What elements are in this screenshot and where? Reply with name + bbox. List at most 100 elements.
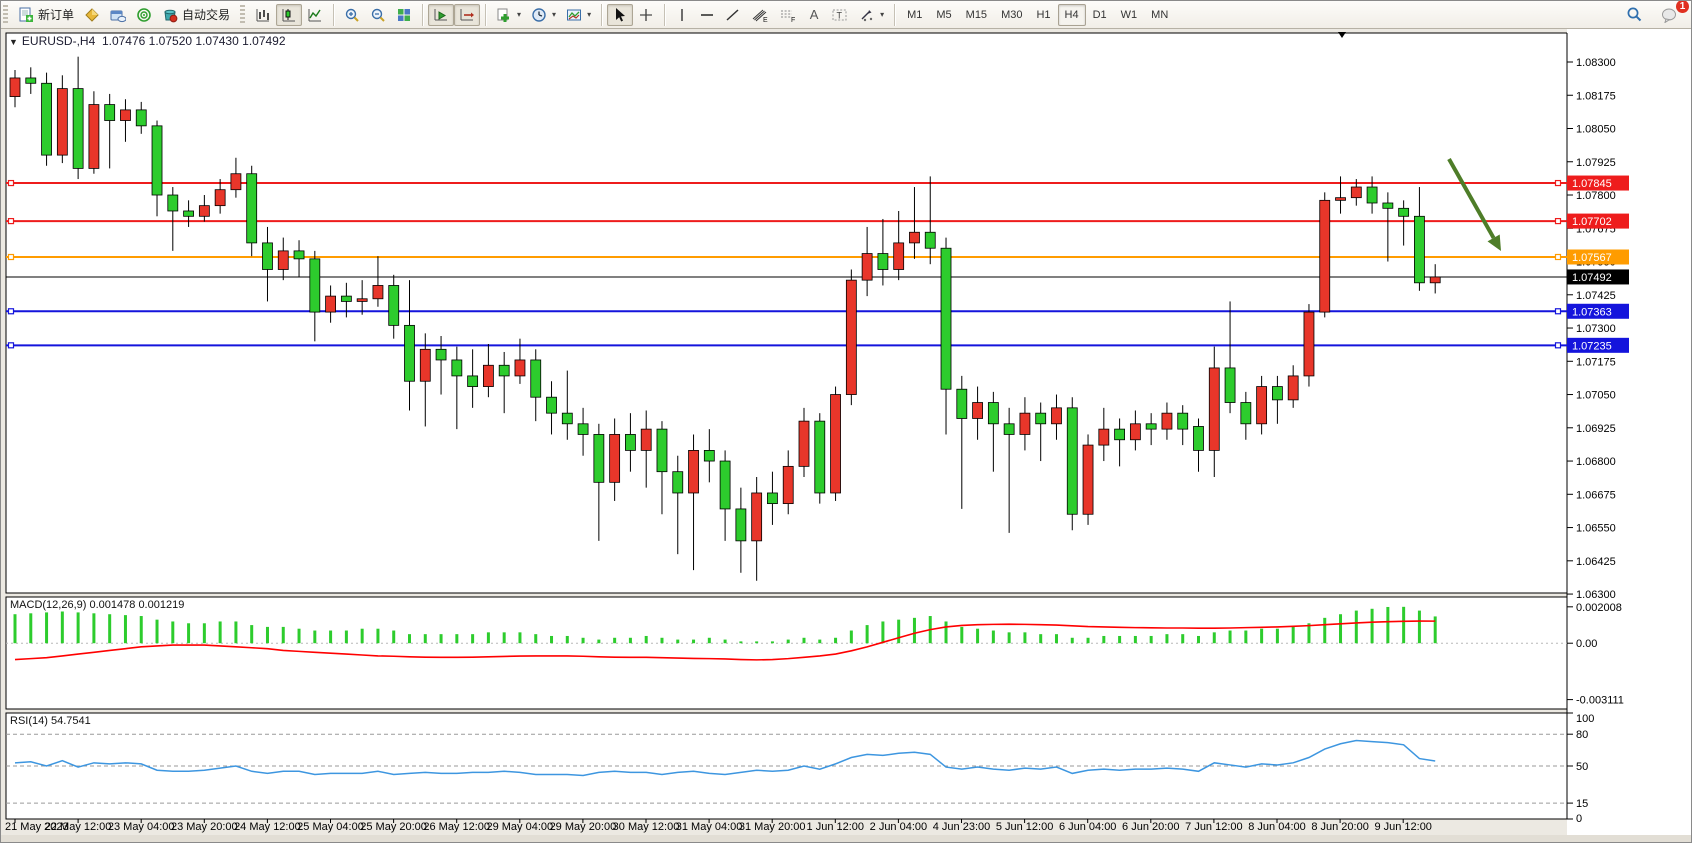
candle[interactable] [151, 125, 163, 196]
candle[interactable] [1319, 199, 1331, 313]
candle[interactable] [861, 253, 873, 281]
candle[interactable] [1208, 367, 1220, 451]
candle[interactable] [72, 88, 84, 169]
line-handle[interactable] [7, 342, 15, 349]
candle[interactable] [1114, 428, 1125, 441]
timeframe-m1[interactable]: M1 [907, 8, 923, 21]
candle[interactable] [688, 450, 699, 494]
search-button[interactable] [1621, 4, 1648, 26]
bottom-scroll-strip[interactable] [1, 835, 1692, 843]
candle[interactable] [625, 434, 636, 451]
candle[interactable] [25, 77, 37, 84]
candle[interactable] [419, 348, 431, 382]
chart-shift-button[interactable] [454, 3, 481, 26]
line-handle[interactable] [7, 308, 15, 315]
candle[interactable] [451, 359, 463, 377]
candle[interactable] [1145, 423, 1157, 430]
equidistant-channel-button[interactable]: E [746, 4, 774, 26]
candle[interactable] [877, 253, 889, 270]
candle[interactable] [1019, 412, 1031, 435]
candle[interactable] [1382, 202, 1394, 209]
fibonacci-button[interactable]: F [774, 4, 802, 26]
candle[interactable] [814, 420, 826, 494]
candle[interactable] [1035, 412, 1047, 425]
line-handle[interactable] [1554, 308, 1562, 315]
candle[interactable] [214, 189, 226, 207]
price-axis-column[interactable] [1567, 29, 1692, 843]
candle[interactable] [782, 465, 794, 505]
text-button[interactable]: A [802, 4, 826, 26]
line-handle[interactable] [1554, 179, 1562, 187]
candle[interactable] [893, 242, 905, 270]
candle[interactable] [1303, 311, 1315, 377]
notifications-button[interactable]: 1 [1656, 1, 1689, 26]
candle[interactable] [640, 428, 652, 451]
candle[interactable] [262, 242, 273, 270]
toolbar-grip[interactable] [3, 4, 8, 25]
market-watch-button[interactable] [79, 4, 105, 26]
candle[interactable] [1429, 276, 1441, 284]
templates-button[interactable]: ▾ [561, 4, 596, 26]
line-handle[interactable] [1554, 253, 1562, 261]
candle[interactable] [1398, 207, 1410, 217]
candle[interactable] [104, 104, 116, 121]
candle[interactable] [356, 298, 368, 302]
macd-panel[interactable] [5, 596, 1568, 710]
collapse-triangle-icon[interactable]: ▼ [9, 37, 18, 47]
candle[interactable] [41, 82, 52, 156]
candle[interactable] [1177, 412, 1189, 430]
candle[interactable] [909, 231, 920, 244]
candle[interactable] [577, 423, 589, 435]
candle[interactable] [404, 324, 415, 382]
candle[interactable] [498, 364, 510, 377]
candle[interactable] [956, 388, 968, 419]
zoom-in-button[interactable] [339, 4, 365, 26]
candle[interactable] [198, 205, 210, 217]
candle[interactable] [340, 295, 352, 302]
candle[interactable] [656, 428, 668, 473]
candle[interactable] [1414, 215, 1425, 284]
candle[interactable] [1098, 428, 1110, 446]
candle[interactable] [293, 250, 305, 260]
tile-windows-button[interactable] [391, 4, 417, 26]
line-handle[interactable] [1554, 217, 1562, 225]
chevron-down-icon[interactable]: ▾ [517, 10, 522, 19]
candle[interactable] [309, 258, 321, 313]
candle[interactable] [435, 348, 447, 361]
candle[interactable] [593, 434, 605, 483]
candle[interactable] [1193, 426, 1204, 451]
timeframe-mn[interactable]: MN [1151, 8, 1169, 21]
candle[interactable] [1129, 423, 1141, 441]
text-label-button[interactable]: T [826, 4, 854, 26]
line-handle[interactable] [7, 179, 15, 187]
candle[interactable] [719, 460, 731, 510]
candle[interactable] [561, 412, 573, 425]
candle[interactable] [1224, 367, 1236, 403]
candle[interactable] [703, 450, 715, 462]
candle[interactable] [798, 420, 810, 467]
bar-chart-button[interactable] [250, 4, 276, 26]
zoom-out-button[interactable] [365, 4, 391, 26]
timeframe-m15[interactable]: M15 [965, 8, 988, 21]
timeframe-m5[interactable]: M5 [936, 8, 952, 21]
main-panel[interactable] [5, 32, 1568, 594]
candle[interactable] [120, 109, 131, 121]
timeframe-h1[interactable]: H1 [1036, 8, 1051, 21]
arrows-button[interactable]: ▾ [854, 4, 889, 26]
candle[interactable] [88, 104, 100, 169]
candle[interactable] [1161, 412, 1173, 430]
candle[interactable] [1003, 423, 1015, 435]
vertical-line-button[interactable] [670, 4, 694, 26]
line-handle[interactable] [7, 217, 15, 225]
candle[interactable] [56, 88, 68, 156]
line-handle[interactable] [1554, 342, 1562, 349]
crosshair-button[interactable] [633, 4, 659, 26]
candle[interactable] [924, 231, 936, 249]
candle[interactable] [1272, 386, 1283, 401]
toolbar-grip[interactable] [240, 4, 246, 25]
data-window-button[interactable] [105, 4, 131, 26]
chevron-down-icon[interactable]: ▾ [587, 10, 592, 19]
candle[interactable] [530, 359, 542, 398]
periods-button[interactable]: ▾ [526, 4, 561, 26]
candle[interactable] [767, 492, 778, 505]
